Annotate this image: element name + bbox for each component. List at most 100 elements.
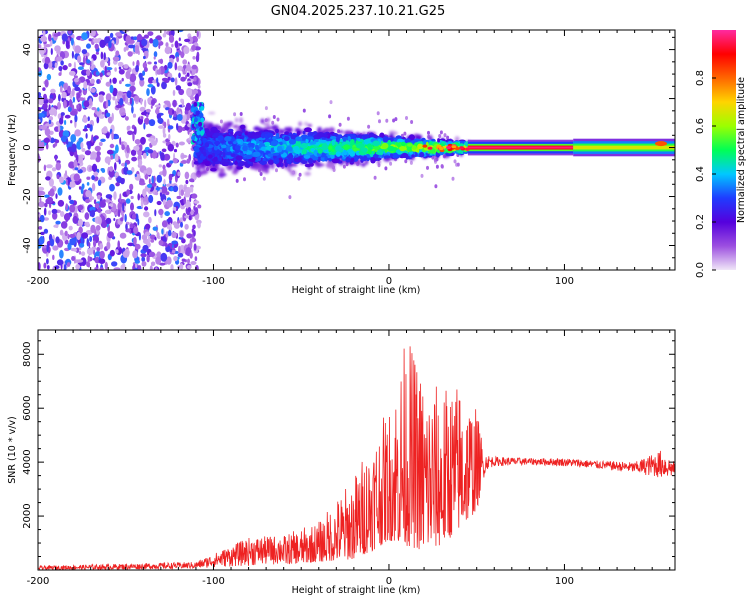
noise-spot [446,135,450,140]
noise-spot [108,41,112,49]
signal-spot [270,140,278,147]
signal-spot [211,134,220,139]
noise-spot [172,221,178,226]
noise-spot [119,97,124,106]
noise-spot [63,83,67,90]
noise-spot [180,160,188,164]
noise-spot [182,65,187,69]
noise-spot [53,224,59,228]
noise-spot [143,34,149,39]
signal-spot [411,145,417,150]
noise-spot [191,64,198,70]
noise-spot [191,228,195,233]
noise-spot [56,174,60,180]
noise-spot [166,199,173,208]
signal-spot [325,162,334,169]
noise-spot [73,75,78,79]
noise-spot [126,170,133,175]
noise-spot [50,48,53,55]
noise-spot [64,230,68,237]
signal-spot [400,141,406,147]
noise-spot [160,186,168,194]
signal-spot [245,154,253,160]
noise-spot [49,188,55,197]
signal-spot [275,132,280,140]
noise-spot [144,99,147,108]
noise-spot [139,78,145,87]
noise-spot [197,204,202,209]
noise-spot [48,178,55,187]
noise-spot [138,144,143,152]
signal-spot [355,140,359,145]
noise-spot [69,238,76,246]
signal-spot [236,166,244,170]
noise-spot [132,250,138,259]
noise-spot [176,56,180,63]
noise-spot [58,94,61,102]
noise-spot [170,264,174,270]
noise-spot [190,186,194,193]
noise-spot [112,77,117,84]
noise-spot [118,69,125,75]
noise-spot [150,239,155,243]
noise-spot [50,88,56,94]
noise-spot [105,217,112,225]
noise-spot [109,84,114,94]
noise-spot [156,77,159,84]
signal-spot [295,157,302,163]
noise-spot [178,188,181,197]
signal-spot [382,136,389,143]
signal-spot [225,151,233,156]
signal-spot [260,146,266,152]
noise-spot [109,166,114,172]
noise-spot [143,55,146,60]
noise-spot [99,39,106,48]
noise-spot [194,93,199,102]
signal-spot [260,133,266,139]
noise-spot [154,191,159,196]
signal-spot [288,158,292,165]
noise-spot [52,212,58,220]
noise-spot [191,44,196,51]
noise-spot [184,223,189,230]
noise-spot [176,114,183,121]
noise-spot [105,67,113,71]
signal-spot [367,143,372,149]
noise-spot [338,122,342,127]
signal-spot [325,138,331,142]
noise-spot [177,171,181,177]
signal-spot [242,145,248,152]
signal-spot [208,111,216,115]
noise-spot [155,267,158,270]
noise-spot [149,38,154,44]
noise-spot [131,156,138,162]
noise-spot [57,125,61,133]
noise-spot [164,80,170,83]
noise-spot [113,218,116,221]
y-tick-label: 40 [22,43,33,56]
noise-spot [127,51,133,57]
spectrogram-frame [37,29,676,271]
signal-spot [267,159,274,165]
signal-spot [394,152,398,158]
noise-spot [154,104,161,108]
noise-spot [142,62,148,69]
noise-spot [75,247,80,253]
noise-spot [125,83,131,87]
colorbar-tick-label: 0.4 [695,166,706,182]
noise-spot [48,98,54,104]
noise-spot [81,49,88,55]
noise-spot [443,133,447,138]
noise-spot [373,175,377,180]
noise-spot [94,267,99,270]
noise-spot [77,204,84,211]
noise-spot [147,77,154,84]
noise-spot [193,243,197,251]
noise-spot [93,171,99,176]
signal-spot [330,136,337,140]
signal-spot [264,169,270,174]
signal-spot [335,136,340,143]
noise-spot [131,105,134,114]
noise-spot [96,151,101,157]
noise-spot [129,183,134,191]
